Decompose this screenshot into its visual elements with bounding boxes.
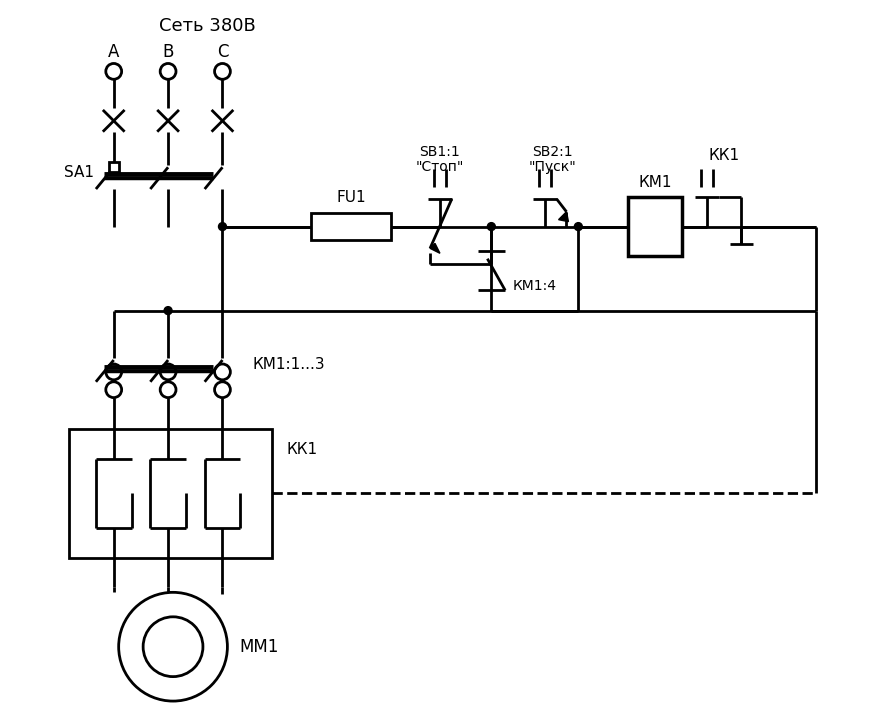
Text: КК1: КК1	[708, 148, 740, 163]
Bar	[70, 429, 272, 558]
Circle shape	[164, 307, 172, 315]
Circle shape	[574, 222, 582, 230]
Text: "Пуск": "Пуск"	[528, 160, 576, 174]
Text: В: В	[163, 43, 174, 60]
Polygon shape	[430, 244, 440, 253]
Bar	[311, 213, 390, 241]
Text: "Стоп": "Стоп"	[415, 160, 464, 174]
Text: SB2:1: SB2:1	[533, 145, 573, 159]
Text: КМ1: КМ1	[638, 174, 672, 190]
Text: FU1: FU1	[336, 190, 366, 206]
Text: КМ1:1...3: КМ1:1...3	[252, 358, 325, 372]
Circle shape	[218, 222, 227, 230]
Bar	[627, 197, 682, 256]
Text: SB1:1: SB1:1	[420, 145, 461, 159]
Text: SA1: SA1	[64, 165, 95, 180]
Text: ММ1: ММ1	[239, 638, 279, 656]
Text: КК1: КК1	[287, 441, 318, 457]
Text: Сеть 380В: Сеть 380В	[159, 17, 256, 35]
Bar	[109, 162, 119, 172]
Text: А: А	[108, 43, 119, 60]
Circle shape	[488, 222, 495, 230]
Text: КМ1:4: КМ1:4	[513, 279, 557, 293]
Polygon shape	[559, 212, 568, 222]
Text: С: С	[216, 43, 229, 60]
